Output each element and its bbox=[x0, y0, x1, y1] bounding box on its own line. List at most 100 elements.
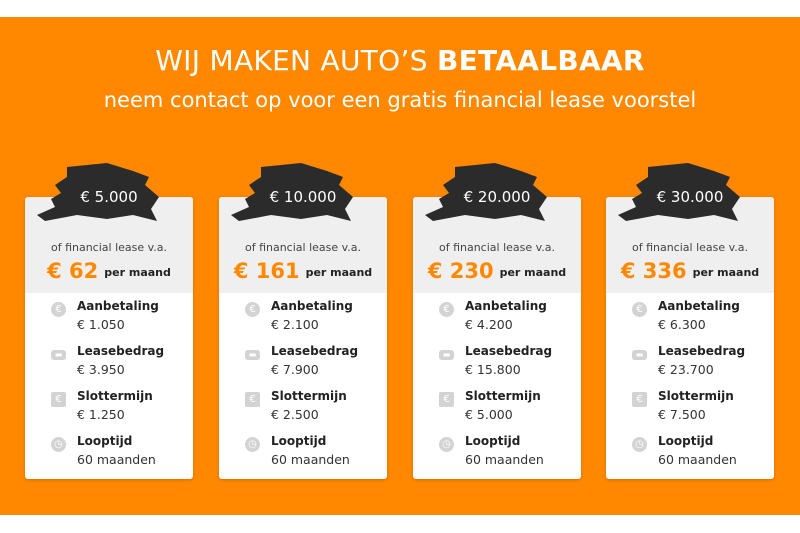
lease-from-label: of financial lease v.a. bbox=[244, 241, 362, 254]
car-price: € 20.000 bbox=[463, 188, 531, 206]
row-label: Leasebedrag bbox=[271, 344, 359, 358]
monthly-price: € 161 per maand bbox=[219, 259, 387, 283]
card-header: € 10.000 of financial lease v.a. € 161 pe… bbox=[219, 163, 387, 293]
car-icon: ▬ bbox=[632, 350, 647, 360]
term-row: ◷ Looptijd 60 maanden bbox=[51, 432, 164, 477]
row-label: Slottermijn bbox=[465, 389, 541, 403]
euro-document-icon: € bbox=[245, 392, 260, 407]
row-value: € 1.250 bbox=[77, 407, 125, 422]
row-value: 60 maanden bbox=[77, 452, 156, 467]
per-month-label: per maand bbox=[305, 266, 373, 279]
page-title: WIJ MAKEN AUTO’S BETAALBAAR bbox=[0, 44, 800, 77]
final-payment-row: € Slottermijn € 5.000 bbox=[439, 387, 552, 432]
row-label: Slottermijn bbox=[658, 389, 734, 403]
pricing-card: € 30.000 of financial lease v.a. € 336 pe… bbox=[606, 163, 774, 479]
row-value: 60 maanden bbox=[271, 452, 350, 467]
pricing-card: € 10.000 of financial lease v.a. € 161 pe… bbox=[219, 163, 387, 479]
lease-amount-row: ▬ Leasebedrag € 3.950 bbox=[51, 342, 164, 387]
monthly-price: € 336 per maand bbox=[606, 259, 774, 283]
row-value: € 7.500 bbox=[658, 407, 706, 422]
row-label: Aanbetaling bbox=[658, 299, 740, 313]
card-header: € 5.000 of financial lease v.a. € 62 per … bbox=[25, 163, 193, 293]
car-price: € 30.000 bbox=[656, 188, 724, 206]
row-value: € 6.300 bbox=[658, 317, 706, 332]
row-label: Aanbetaling bbox=[465, 299, 547, 313]
down-payment-row: € Aanbetaling € 2.100 bbox=[245, 297, 358, 342]
stopwatch-icon: ◷ bbox=[632, 437, 647, 452]
car-icon: ▬ bbox=[439, 350, 454, 360]
euro-document-icon: € bbox=[632, 392, 647, 407]
row-label: Looptijd bbox=[271, 434, 327, 448]
row-value: 60 maanden bbox=[465, 452, 544, 467]
monthly-amount: € 161 bbox=[233, 259, 300, 283]
car-icon: ▬ bbox=[51, 350, 66, 360]
row-value: € 5.000 bbox=[465, 407, 513, 422]
monthly-price: € 62 per maand bbox=[25, 259, 193, 283]
brush-stroke-icon bbox=[37, 163, 159, 221]
page-subtitle: neem contact op voor een gratis financia… bbox=[103, 88, 697, 112]
pricing-card: € 20.000 of financial lease v.a. € 230 pe… bbox=[413, 163, 581, 479]
lease-amount-row: ▬ Leasebedrag € 15.800 bbox=[439, 342, 552, 387]
pricing-card: € 5.000 of financial lease v.a. € 62 per … bbox=[25, 163, 193, 479]
monthly-amount: € 336 bbox=[620, 259, 687, 283]
euro-coin-icon: € bbox=[632, 302, 647, 317]
title-regular: WIJ MAKEN AUTO’S bbox=[155, 44, 428, 77]
term-row: ◷ Looptijd 60 maanden bbox=[632, 432, 745, 477]
row-label: Slottermijn bbox=[77, 389, 153, 403]
row-label: Looptijd bbox=[77, 434, 133, 448]
car-price: € 5.000 bbox=[80, 188, 138, 206]
lease-from-label: of financial lease v.a. bbox=[631, 241, 749, 254]
row-value: 60 maanden bbox=[658, 452, 737, 467]
row-label: Leasebedrag bbox=[658, 344, 746, 358]
brush-stroke-icon bbox=[618, 163, 740, 221]
down-payment-row: € Aanbetaling € 1.050 bbox=[51, 297, 164, 342]
down-payment-row: € Aanbetaling € 6.300 bbox=[632, 297, 745, 342]
term-row: ◷ Looptijd 60 maanden bbox=[439, 432, 552, 477]
stopwatch-icon: ◷ bbox=[439, 437, 454, 452]
row-value: € 2.100 bbox=[271, 317, 319, 332]
title-bold: BETAALBAAR bbox=[436, 44, 645, 77]
euro-coin-icon: € bbox=[439, 302, 454, 317]
monthly-amount: € 230 bbox=[427, 259, 494, 283]
row-label: Leasebedrag bbox=[77, 344, 165, 358]
row-label: Looptijd bbox=[658, 434, 714, 448]
term-row: ◷ Looptijd 60 maanden bbox=[245, 432, 358, 477]
row-label: Leasebedrag bbox=[465, 344, 553, 358]
brush-stroke-icon bbox=[231, 163, 353, 221]
lease-from-label: of financial lease v.a. bbox=[50, 241, 168, 254]
per-month-label: per maand bbox=[104, 266, 171, 279]
row-value: € 23.700 bbox=[658, 362, 714, 377]
final-payment-row: € Slottermijn € 1.250 bbox=[51, 387, 164, 432]
row-value: € 7.900 bbox=[271, 362, 319, 377]
final-payment-row: € Slottermijn € 7.500 bbox=[632, 387, 745, 432]
stopwatch-icon: ◷ bbox=[51, 437, 66, 452]
row-value: € 4.200 bbox=[465, 317, 513, 332]
row-label: Aanbetaling bbox=[77, 299, 159, 313]
row-value: € 3.950 bbox=[77, 362, 125, 377]
car-icon: ▬ bbox=[245, 350, 260, 360]
car-price: € 10.000 bbox=[269, 188, 337, 206]
card-header: € 30.000 of financial lease v.a. € 336 pe… bbox=[606, 163, 774, 293]
stopwatch-icon: ◷ bbox=[245, 437, 260, 452]
row-value: € 1.050 bbox=[77, 317, 125, 332]
euro-document-icon: € bbox=[439, 392, 454, 407]
card-header: € 20.000 of financial lease v.a. € 230 pe… bbox=[413, 163, 581, 293]
euro-coin-icon: € bbox=[245, 302, 260, 317]
lease-from-label: of financial lease v.a. bbox=[438, 241, 556, 254]
euro-coin-icon: € bbox=[51, 302, 66, 317]
row-value: € 2.500 bbox=[271, 407, 319, 422]
euro-document-icon: € bbox=[51, 392, 66, 407]
monthly-price: € 230 per maand bbox=[413, 259, 581, 283]
down-payment-row: € Aanbetaling € 4.200 bbox=[439, 297, 552, 342]
final-payment-row: € Slottermijn € 2.500 bbox=[245, 387, 358, 432]
lease-amount-row: ▬ Leasebedrag € 7.900 bbox=[245, 342, 358, 387]
row-value: € 15.800 bbox=[465, 362, 521, 377]
per-month-label: per maand bbox=[692, 266, 760, 279]
row-label: Aanbetaling bbox=[271, 299, 353, 313]
row-label: Looptijd bbox=[465, 434, 521, 448]
brush-stroke-icon bbox=[425, 163, 547, 221]
row-label: Slottermijn bbox=[271, 389, 347, 403]
per-month-label: per maand bbox=[499, 266, 567, 279]
monthly-amount: € 62 bbox=[47, 259, 99, 283]
lease-amount-row: ▬ Leasebedrag € 23.700 bbox=[632, 342, 745, 387]
